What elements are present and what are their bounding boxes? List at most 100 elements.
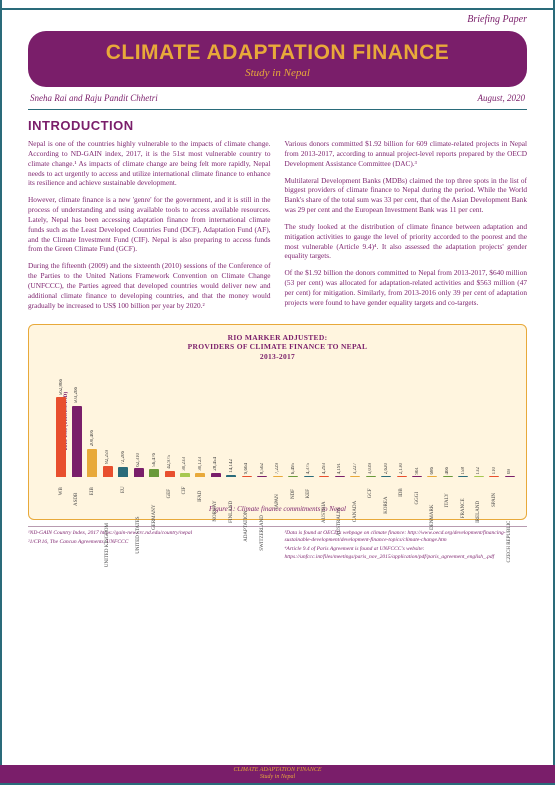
bar-value: 82,259	[105, 450, 110, 464]
bar	[273, 476, 283, 477]
bar-label: GCF	[368, 489, 373, 499]
bar	[474, 476, 484, 477]
bar-label: FRANCE	[461, 499, 466, 519]
bar-column: 3,039GCF	[364, 365, 376, 477]
bar-column: 132IRELAND	[473, 365, 485, 477]
bar-value: 3,227	[353, 463, 358, 474]
bar-label: KEF	[306, 489, 311, 498]
footnotes-right: ³Data is found at OECD's webpage on clim…	[285, 530, 528, 563]
bar-column: 2,130IDB	[395, 365, 407, 477]
bar-value: 72,206	[121, 451, 126, 465]
bar	[257, 476, 267, 477]
bar-column: 62,310UNITED STATES	[132, 365, 144, 477]
bar-value: 62,310	[136, 453, 141, 467]
bar	[211, 473, 221, 477]
bar	[134, 468, 144, 477]
bar-value: 6,495	[291, 463, 296, 474]
footnotes-left: ¹ND-GAIN Country Index, 2017 https://gai…	[28, 530, 271, 563]
bar-column: 42,975GEF	[163, 365, 175, 477]
bar	[87, 449, 97, 477]
bar-value: 2,130	[399, 463, 404, 474]
footnote: ²1/CP.16, The Cancun Agreements, UNFCCC	[28, 539, 271, 546]
meta-row: Sneha Rai and Raju Pandit Chhetri August…	[28, 91, 527, 110]
bar	[366, 476, 376, 477]
bar	[165, 471, 175, 477]
bar-column: 110SPAIN	[488, 365, 500, 477]
bar-label: ASDB	[74, 493, 79, 506]
bar-label: CIF	[182, 487, 187, 495]
body-paragraph: However, climate finance is a new 'genre…	[28, 195, 271, 254]
bar-value: 132	[476, 467, 481, 475]
bar	[397, 476, 407, 477]
bar-column: 8,562SWITZERLAND	[256, 365, 268, 477]
bar-value: 8,562	[260, 463, 265, 474]
bar-label: EU	[121, 486, 126, 493]
footnotes: ¹ND-GAIN Country Index, 2017 https://gai…	[28, 526, 527, 563]
bar-column: 4,293AUSTRIA	[318, 365, 330, 477]
bar	[412, 476, 422, 477]
bar-value: 686	[430, 467, 435, 475]
bar-value: 4,293	[322, 463, 327, 474]
page: Briefing Paper CLIMATE ADAPTATION FINANC…	[0, 0, 555, 785]
bar-column: 4,191AUSTRALIA	[333, 365, 345, 477]
date: August, 2020	[477, 93, 525, 103]
footnote: ¹ND-GAIN Country Index, 2017 https://gai…	[28, 530, 271, 537]
bar	[288, 476, 298, 477]
bar-label: EIB	[90, 487, 95, 495]
body-paragraph: Multilateral Development Banks (MDBs) cl…	[285, 176, 528, 215]
chart-area: 2016 US$ (THOUSAND) 562,866WB503,266ASDB…	[39, 365, 516, 477]
body-paragraph: Of the $1.92 billion the donors committe…	[285, 268, 528, 307]
bar-value: 30,233	[182, 457, 187, 471]
bar-label: IFAD	[198, 491, 203, 502]
bar-column: 30,233CIF	[179, 365, 191, 477]
footer-title: CLIMATE ADAPTATION FINANCE	[233, 767, 321, 774]
body-paragraph: Various donors committed $1.92 billion f…	[285, 139, 528, 169]
bar-label: FINLAND	[229, 501, 234, 523]
bar-label: AUSTRALIA	[337, 508, 342, 536]
bar	[118, 467, 128, 477]
bar-value: 466	[445, 467, 450, 475]
bar	[489, 476, 499, 477]
bar-label: UNITED KINGDOM	[105, 523, 110, 567]
bar	[350, 476, 360, 477]
bar	[103, 466, 113, 478]
page-footer: CLIMATE ADAPTATION FINANCE Study in Nepa…	[0, 765, 555, 783]
bar	[56, 397, 66, 477]
bar-column: 200,406EIB	[86, 365, 98, 477]
chart-container: RIO MARKER ADJUSTED: PROVIDERS OF CLIMAT…	[28, 324, 527, 520]
bar-label: WB	[59, 487, 64, 495]
bar-label: AUSTRIA	[322, 501, 327, 523]
bar-column: 72,206EU	[117, 365, 129, 477]
section-heading: INTRODUCTION	[28, 118, 527, 133]
bar-column: 6,495NDF	[287, 365, 299, 477]
bar-value: 56,476	[152, 453, 157, 467]
bar-label: DENMARK	[430, 504, 435, 529]
bar-label: SPAIN	[492, 493, 497, 507]
bar-value: 42,975	[167, 455, 172, 469]
bar-value: 562,866	[59, 379, 64, 395]
bar-column: 30,123IFAD	[194, 365, 206, 477]
bar-value: 200,406	[90, 430, 95, 446]
bar	[226, 475, 236, 477]
bar-label: NDF	[291, 489, 296, 499]
bar	[195, 473, 205, 477]
bar-label: UNITED STATES	[136, 516, 141, 553]
bar-label: IDB	[399, 488, 404, 497]
bar-label: ADAPTATION	[244, 510, 249, 541]
chart-title: RIO MARKER ADJUSTED: PROVIDERS OF CLIMAT…	[39, 333, 516, 361]
bar-column: 9,664ADAPTATION	[241, 365, 253, 477]
bar	[458, 476, 468, 477]
bar-value: 28,454	[213, 457, 218, 471]
body-paragraph: The study looked at the distribution of …	[285, 222, 528, 261]
bar-label: JAPAN	[275, 494, 280, 509]
bar-column: 69CZECH REPUBLIC	[504, 365, 516, 477]
body-columns: Nepal is one of the countries highly vul…	[28, 139, 527, 316]
bar-value: 961	[415, 467, 420, 475]
bar	[242, 476, 252, 477]
bar	[443, 476, 453, 477]
footnote: ⁴Article 9.4 of Paris Agreement is found…	[285, 546, 528, 560]
bar-label: SWITZERLAND	[260, 515, 265, 551]
bar	[319, 476, 329, 477]
bar-value: 4,375	[306, 463, 311, 474]
bar-column: 961GGGI	[411, 365, 423, 477]
